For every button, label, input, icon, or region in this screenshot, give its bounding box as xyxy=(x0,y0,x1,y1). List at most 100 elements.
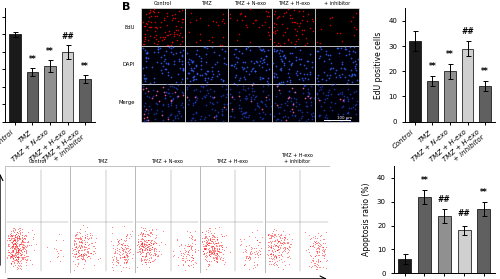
Point xyxy=(152,233,160,237)
Point xyxy=(10,237,18,241)
Point xyxy=(274,15,281,19)
Point xyxy=(264,48,272,52)
Point xyxy=(192,110,200,115)
Point xyxy=(310,96,318,100)
Point xyxy=(121,250,129,255)
Point xyxy=(198,73,206,78)
Point xyxy=(188,253,196,257)
Point xyxy=(83,249,91,253)
Point xyxy=(184,249,192,254)
Point xyxy=(194,48,202,53)
Point xyxy=(14,247,22,252)
Point xyxy=(112,246,120,251)
Point xyxy=(150,247,158,251)
Point xyxy=(8,252,16,257)
Point xyxy=(152,247,160,252)
Point xyxy=(18,238,26,243)
Point xyxy=(241,96,249,100)
Point xyxy=(78,247,86,252)
Point xyxy=(20,236,28,240)
Point xyxy=(138,240,145,245)
Point xyxy=(338,39,346,44)
Point xyxy=(122,259,130,264)
Point xyxy=(242,14,250,19)
Point xyxy=(170,253,178,257)
Point xyxy=(24,238,32,243)
Point xyxy=(237,242,245,246)
Point xyxy=(79,252,87,256)
Point xyxy=(4,235,12,240)
Point xyxy=(75,244,83,249)
Point xyxy=(269,252,277,257)
Point xyxy=(220,21,228,26)
Point xyxy=(336,97,344,101)
Point xyxy=(109,242,117,247)
Point xyxy=(160,37,168,41)
Point xyxy=(170,34,178,39)
Point xyxy=(268,246,276,250)
Point xyxy=(13,252,21,256)
Point xyxy=(30,231,38,236)
Point xyxy=(209,96,217,101)
Point xyxy=(50,246,58,251)
Point xyxy=(12,235,20,239)
Point xyxy=(76,236,84,240)
Point xyxy=(320,241,328,246)
Point xyxy=(286,256,294,260)
Point xyxy=(174,255,182,259)
Point xyxy=(190,77,198,81)
Point xyxy=(234,83,241,87)
Point xyxy=(144,242,152,246)
Point xyxy=(322,49,330,53)
Bar xyxy=(200,166,264,273)
Point xyxy=(228,93,236,98)
Point xyxy=(258,116,266,120)
Point xyxy=(282,114,290,119)
Point xyxy=(296,70,304,75)
Point xyxy=(202,72,210,77)
Point xyxy=(283,99,291,104)
Point xyxy=(312,253,320,257)
Point xyxy=(276,91,284,95)
Point xyxy=(22,234,30,238)
Point xyxy=(302,247,310,252)
Point xyxy=(351,49,359,54)
Point xyxy=(316,244,324,249)
Point xyxy=(142,241,150,246)
Point xyxy=(13,259,21,263)
Bar xyxy=(184,46,228,84)
Point xyxy=(216,250,224,254)
Point xyxy=(189,256,197,260)
Point xyxy=(142,254,150,258)
Point xyxy=(14,248,22,252)
Point xyxy=(208,251,216,255)
Point xyxy=(174,83,182,87)
Point xyxy=(275,88,283,92)
Point xyxy=(208,237,216,241)
Point xyxy=(272,117,280,121)
Point xyxy=(332,46,340,51)
Point xyxy=(134,240,142,244)
Point xyxy=(20,254,28,259)
Point xyxy=(217,232,225,236)
Point xyxy=(182,229,190,233)
Point xyxy=(109,257,117,261)
Point xyxy=(160,96,168,101)
Point xyxy=(326,66,334,71)
Point xyxy=(176,241,184,246)
Point xyxy=(200,85,207,89)
Point xyxy=(267,262,275,266)
Point xyxy=(158,109,166,113)
Point xyxy=(312,265,320,270)
Point xyxy=(14,250,22,255)
Point xyxy=(204,259,212,263)
Point xyxy=(300,82,308,87)
Point xyxy=(176,31,184,35)
Point xyxy=(256,74,264,79)
Point xyxy=(167,103,175,107)
Point xyxy=(142,59,150,63)
Point xyxy=(280,239,288,244)
Point xyxy=(265,232,273,236)
Point xyxy=(178,53,186,57)
Point xyxy=(264,231,272,236)
